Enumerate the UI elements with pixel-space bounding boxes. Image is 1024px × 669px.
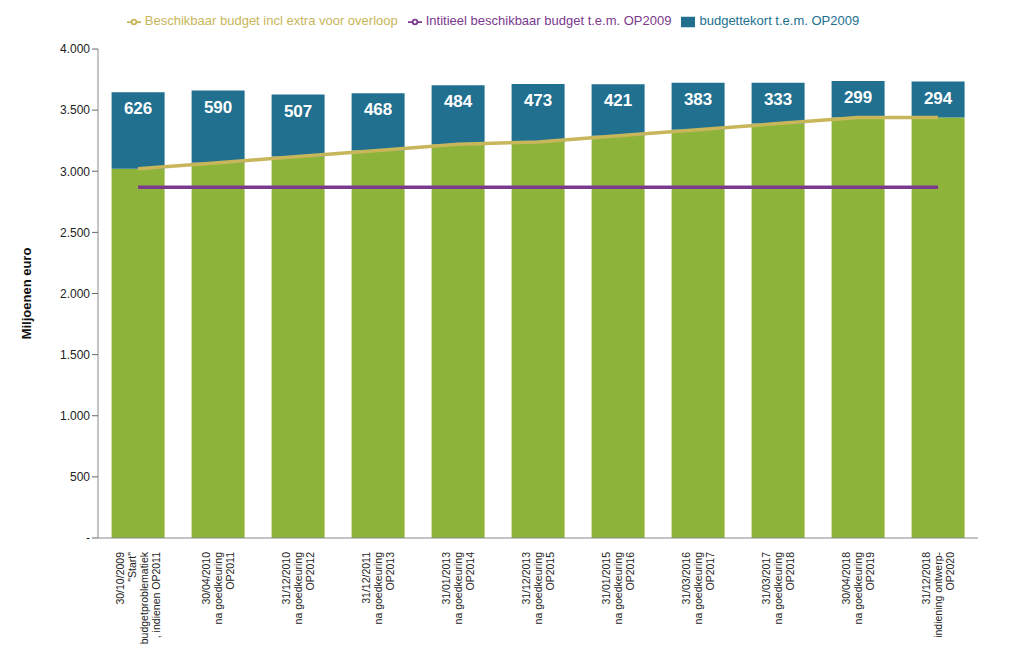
svg-text:590: 590 — [204, 98, 232, 117]
svg-text:500: 500 — [70, 470, 90, 484]
svg-text:473: 473 — [524, 91, 552, 110]
svg-text:333: 333 — [764, 90, 792, 109]
svg-text:421: 421 — [604, 91, 632, 110]
svg-text:383: 383 — [684, 90, 712, 109]
svg-text:484: 484 — [444, 92, 473, 111]
svg-text:299: 299 — [844, 88, 872, 107]
svg-text:294: 294 — [924, 89, 953, 108]
svg-text:1.000: 1.000 — [60, 409, 90, 423]
svg-text:30/04/2010na goedkeuringOP2011: 30/04/2010na goedkeuringOP2011 — [200, 552, 236, 625]
svg-text:Miljoenen euro: Miljoenen euro — [19, 248, 34, 340]
html-text:Beschikbaar budget incl extra: Beschikbaar budget incl extra voor overl… — [144, 13, 398, 28]
svg-text:468: 468 — [364, 100, 392, 119]
svg-text:4.000: 4.000 — [60, 42, 90, 56]
svg-text:626: 626 — [124, 99, 152, 118]
svg-text:31/01/2013na goedkeuringOP2014: 31/01/2013na goedkeuringOP2014 — [440, 552, 476, 625]
svg-text:31/01/2015na goedkeuringOP2016: 31/01/2015na goedkeuringOP2016 — [600, 552, 636, 625]
svg-text:30/10/2009"Start"budgetproblem: 30/10/2009"Start"budgetproblematiek, ind… — [114, 551, 162, 644]
svg-text:1.500: 1.500 — [60, 348, 90, 362]
html-text:budgettekort t.e.m. OP2009: budgettekort t.e.m. OP2009 — [699, 13, 860, 28]
svg-text:2.500: 2.500 — [60, 226, 90, 240]
svg-text:-: - — [86, 531, 90, 545]
svg-text:31/03/2017na goedkeuringOP2018: 31/03/2017na goedkeuringOP2018 — [760, 552, 796, 625]
svg-text:3.000: 3.000 — [60, 165, 90, 179]
svg-text:31/12/2011na goedkeuringOP2013: 31/12/2011na goedkeuringOP2013 — [360, 552, 396, 625]
svg-text:30/04/2018na goedkeuringOP2019: 30/04/2018na goedkeuringOP2019 — [840, 552, 876, 625]
svg-text:31/12/2018indiening ontwerp-OP: 31/12/2018indiening ontwerp-OP2020 — [920, 552, 956, 638]
svg-text:507: 507 — [284, 102, 312, 121]
html-text:Intitieel beschikbaar budget t: Intitieel beschikbaar budget t.e.m. OP20… — [425, 13, 672, 28]
svg-text:31/03/2016na goedkeuringOP2017: 31/03/2016na goedkeuringOP2017 — [680, 552, 716, 625]
svg-text:31/12/2013na goedkeuringOP2015: 31/12/2013na goedkeuringOP2015 — [520, 552, 556, 625]
svg-text:31/12/2010na goedkeuringOP2012: 31/12/2010na goedkeuringOP2012 — [280, 552, 316, 625]
svg-text:2.000: 2.000 — [60, 287, 90, 301]
svg-text:3.500: 3.500 — [60, 103, 90, 117]
